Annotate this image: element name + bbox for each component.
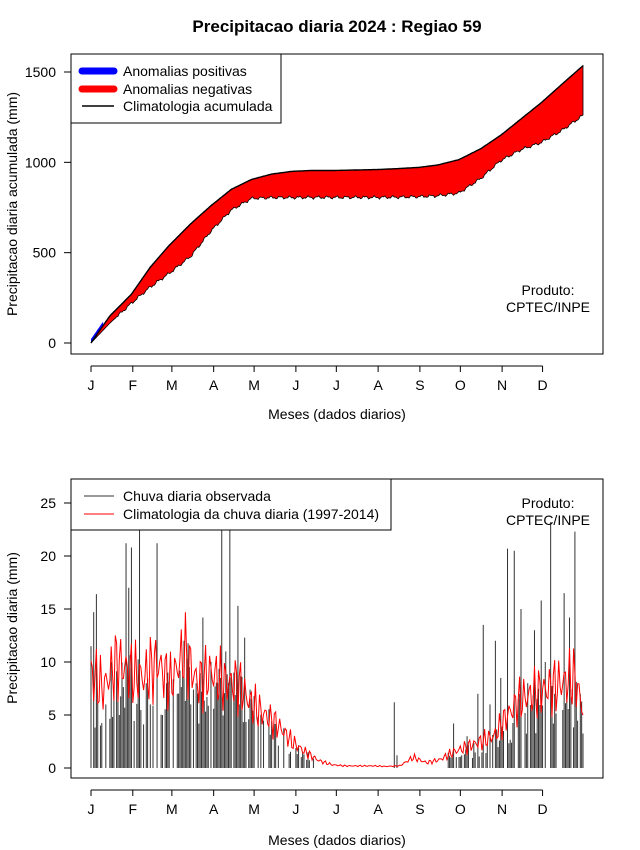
- top-annotation-line-1: Produto:: [522, 282, 575, 298]
- top-x-tick-label: M: [166, 377, 178, 393]
- bottom-y-tick-label: 0: [48, 760, 56, 776]
- top-x-tick-label: J: [333, 377, 340, 393]
- top-x-tick-label: N: [497, 377, 507, 393]
- chart-title: Precipitacao diaria 2024 : Regiao 59: [192, 17, 481, 36]
- top-annotation-line-2: CPTEC/INPE: [506, 299, 590, 315]
- top-x-tick-label: A: [209, 377, 219, 393]
- top-x-tick-label: S: [415, 377, 424, 393]
- top-y-tick-label: 0: [48, 335, 56, 351]
- bottom-x-tick-label: A: [373, 801, 383, 817]
- bottom-y-axis: 0 5 10 15 20 25: [40, 495, 72, 776]
- bottom-y-tick-label: 25: [40, 495, 56, 511]
- bottom-y-tick-label: 20: [40, 548, 56, 564]
- top-y-tick-label: 500: [33, 245, 57, 261]
- top-x-tick-label: M: [248, 377, 260, 393]
- top-x-tick-label: F: [129, 377, 138, 393]
- climatology-daily-line: [90, 612, 584, 768]
- bottom-x-tick-label: J: [88, 801, 95, 817]
- legend-label-observed: Chuva diaria observada: [123, 488, 271, 504]
- bottom-x-tick-label: J: [333, 801, 340, 817]
- bottom-y-axis-label: Precipitacao diaria (mm): [4, 552, 20, 704]
- legend-label-negative: Anomalias negativas: [123, 81, 252, 97]
- top-y-axis-label: Precipitacao diaria acumulada (mm): [4, 92, 20, 316]
- climatology-cumulative-line: [90, 65, 584, 344]
- legend-label-climatology: Climatologia acumulada: [123, 98, 273, 114]
- bottom-x-tick-label: M: [248, 801, 260, 817]
- bottom-legend: Chuva diaria observada Climatologia da c…: [70, 478, 392, 531]
- legend-label-clim-daily: Climatologia da chuva diaria (1997-2014): [123, 506, 379, 522]
- top-anomaly-area: [90, 64, 584, 344]
- top-y-tick-label: 1500: [25, 64, 56, 80]
- bottom-annotation-line-2: CPTEC/INPE: [506, 512, 590, 528]
- top-panel: 0 500 1000 1500 J F M A M J J A S O N D Meses (dados d…: [4, 53, 604, 422]
- bottom-panel: 0 5 10 15 20 25 J F M A M J J A S O N D Meses (dados dia…: [4, 478, 604, 848]
- legend-label-positive: Anomalias positivas: [123, 63, 247, 79]
- bottom-x-tick-label: A: [209, 801, 219, 817]
- bottom-x-tick-label: O: [455, 801, 466, 817]
- observed-daily-bars: [90, 522, 584, 768]
- bottom-x-tick-label: N: [497, 801, 507, 817]
- bottom-x-tick-label: J: [292, 801, 299, 817]
- bottom-y-tick-label: 15: [40, 601, 56, 617]
- bottom-x-tick-label: M: [166, 801, 178, 817]
- top-x-tick-label: A: [373, 377, 383, 393]
- bottom-x-tick-label: D: [537, 801, 547, 817]
- bottom-y-tick-label: 10: [40, 654, 56, 670]
- top-y-tick-label: 1000: [25, 154, 56, 170]
- top-x-axis-label: Meses (dados diarios): [268, 406, 406, 422]
- bottom-x-tick-label: F: [129, 801, 138, 817]
- bottom-annotation-line-1: Produto:: [522, 495, 575, 511]
- bottom-x-axis-label: Meses (dados diarios): [268, 832, 406, 848]
- bottom-x-tick-label: S: [415, 801, 424, 817]
- bottom-legend-box: [70, 478, 392, 531]
- top-x-tick-label: J: [292, 377, 299, 393]
- top-y-axis: 0 500 1000 1500: [25, 64, 72, 351]
- bottom-y-tick-label: 5: [48, 707, 56, 723]
- top-x-tick-label: O: [455, 377, 466, 393]
- top-x-tick-label: J: [88, 377, 95, 393]
- top-legend: Anomalias positivas Anomalias negativas …: [70, 53, 282, 124]
- top-x-tick-label: D: [537, 377, 547, 393]
- climatology-daily-series: [90, 612, 584, 768]
